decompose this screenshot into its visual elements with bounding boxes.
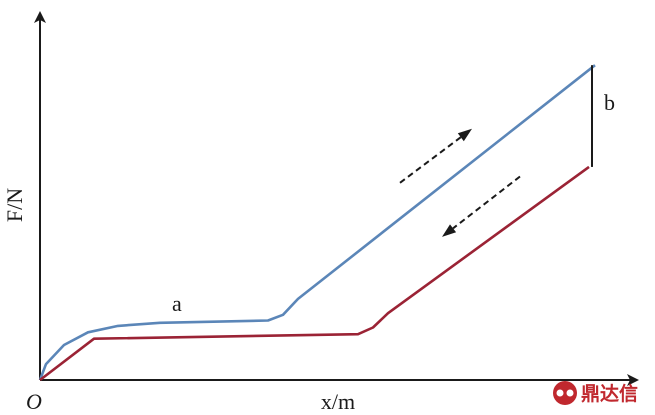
series-line-1: [38, 64, 596, 381]
logo-inner-left: [556, 389, 564, 397]
unloading-direction-arrow-shaft: [452, 175, 521, 230]
b-label: b: [604, 90, 615, 115]
origin-label: O: [26, 389, 42, 414]
x-axis-label: x/m: [321, 389, 355, 414]
loading-direction-arrow-shaft: [399, 136, 462, 184]
series-label-1: a: [172, 291, 182, 316]
watermark: 鼎达信: [553, 381, 638, 405]
y-axis-label: F/N: [2, 188, 27, 222]
watermark-text: 鼎达信: [581, 382, 638, 405]
loading-direction-arrow-head: [457, 128, 472, 142]
series-layer: a: [38, 64, 596, 382]
company-logo-icon: [553, 381, 577, 405]
series-line-2: [39, 165, 590, 382]
unloading-direction-arrow-head: [442, 224, 457, 237]
logo-inner-right: [566, 389, 574, 397]
arrow-layer: [399, 128, 521, 237]
